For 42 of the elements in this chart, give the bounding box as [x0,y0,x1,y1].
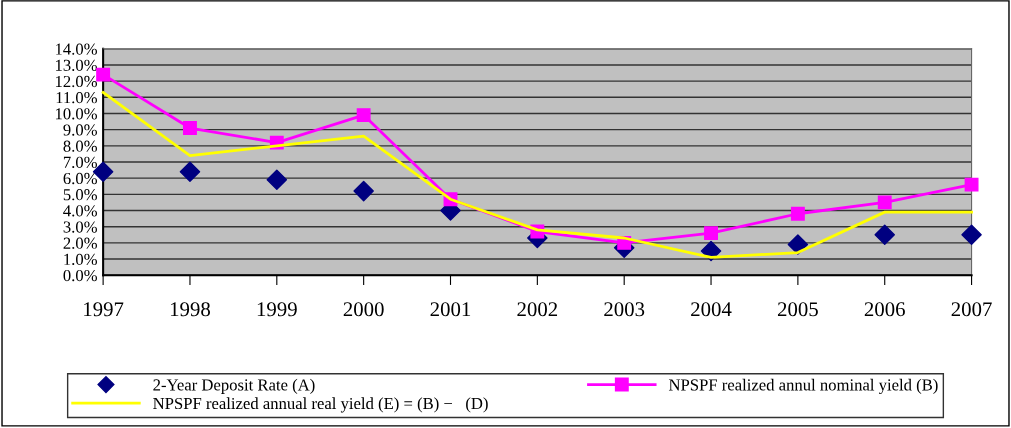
point [183,121,197,135]
y-tick-label: 14.0% [55,43,97,55]
x-tick-label: 1999 [257,302,297,317]
point [790,206,805,221]
y-tick-label: 10.0% [55,108,97,120]
x-tick-label: 1997 [84,302,124,317]
point [353,180,374,202]
point [179,161,201,182]
point [704,226,718,241]
y-tick-label: 7.0% [63,156,97,169]
x-tick-label: 2007 [951,302,992,317]
legend-label: 2-Year Deposit Rate (A) [153,378,315,394]
y-tick-label: 8.0% [63,140,97,152]
x-tick-label: 2002 [517,302,558,317]
y-tick-label: 9.0% [63,124,97,136]
y-tick-label: 6.0% [63,172,97,185]
x-tick-label: 2006 [864,302,905,317]
point [874,224,895,246]
x-tick-label: 2005 [777,302,818,317]
point [961,224,982,246]
y-tick-label: 4.0% [63,205,97,217]
x-tick-label: 2001 [430,302,471,317]
point [964,177,979,192]
y-tick-label: 13.0% [55,59,97,71]
point [356,108,371,123]
point [266,169,288,191]
legend-label: NPSPF realized annual real yield (E) = (B) − (D) [153,397,488,413]
x-tick-label: 2000 [343,302,384,317]
y-tick-label: 3.0% [63,221,97,233]
legend-label: NPSPF realized annul nominal yield (B) [668,378,938,394]
x-tick-label: 1998 [170,302,211,317]
y-tick-label: 1.0% [64,253,97,266]
x-tick-label: 2004 [691,302,732,317]
y-tick-label: 11.0% [56,92,97,104]
point [877,195,892,210]
y-tick-label: 5.0% [63,189,97,201]
x-tick-label: 2003 [604,302,645,317]
y-tick-label: 2.0% [63,237,97,249]
y-tick-label: 0.0% [63,269,97,282]
point [96,67,111,82]
y-tick-label: 12.0% [55,75,97,88]
point [787,234,809,255]
